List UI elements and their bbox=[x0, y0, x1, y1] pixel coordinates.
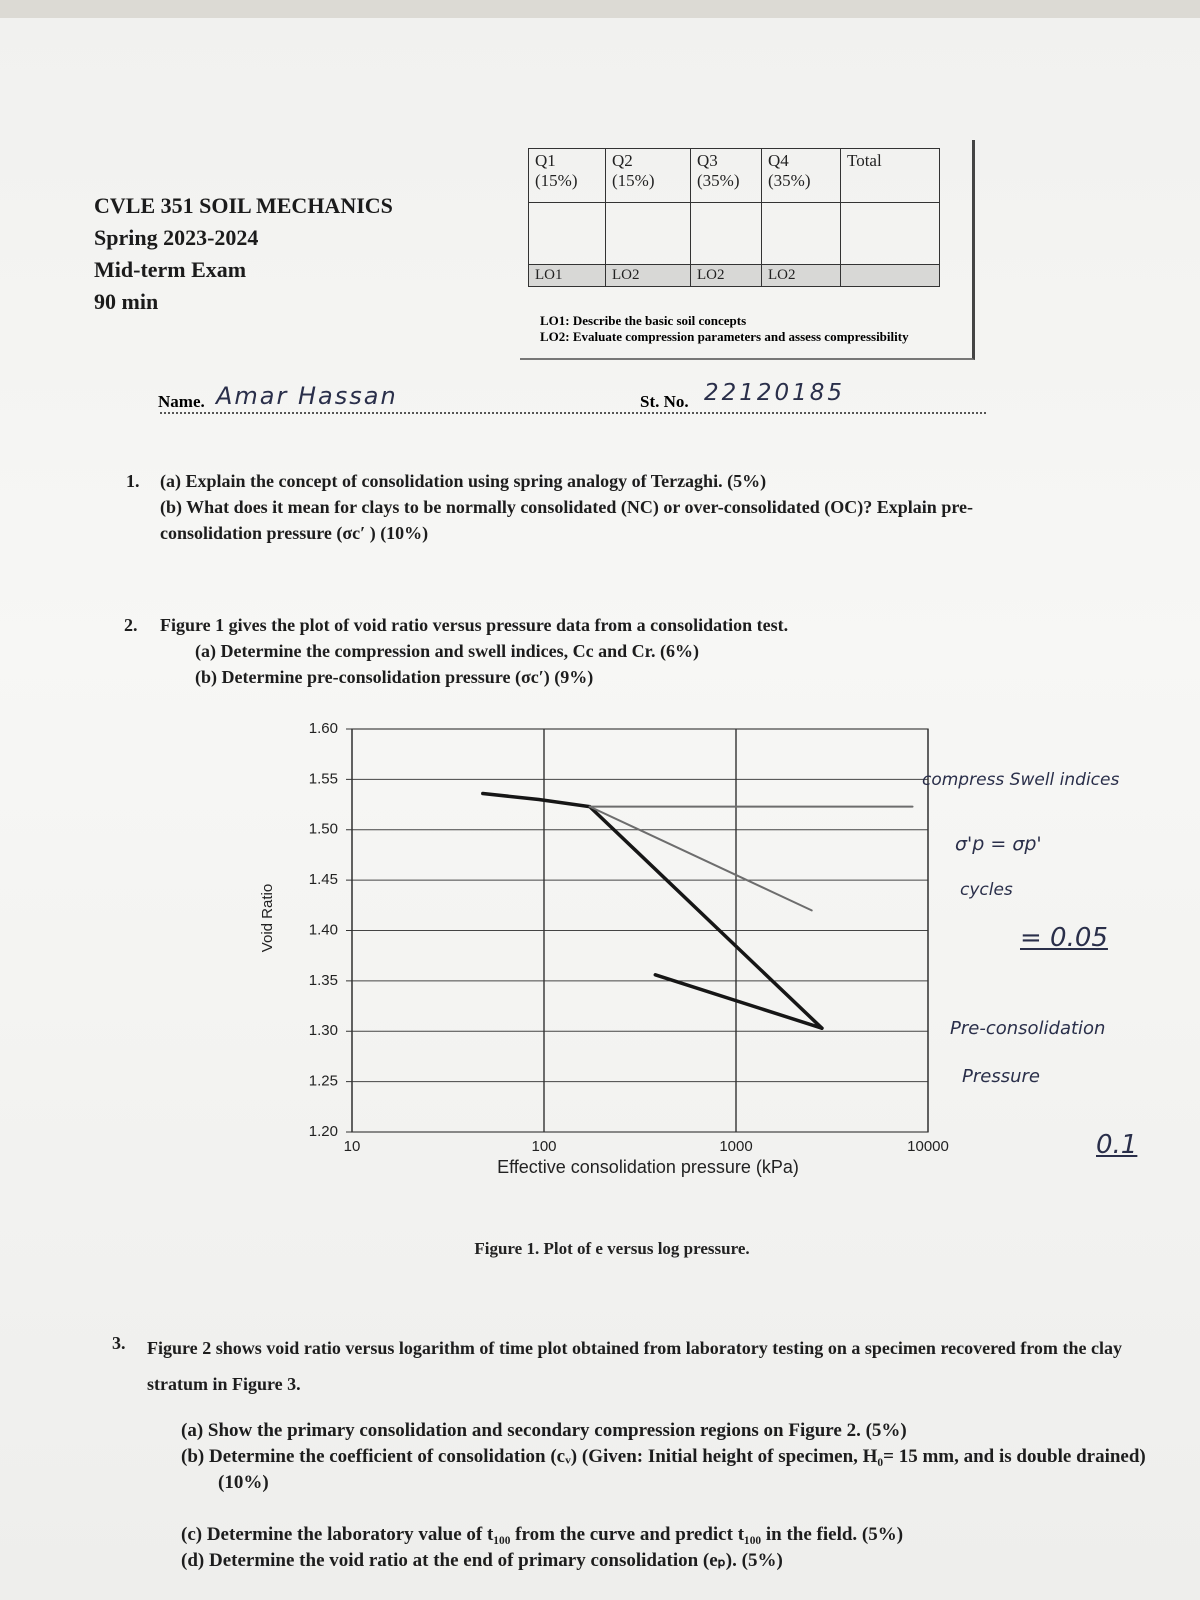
x-tick-label: 10000 bbox=[907, 1138, 949, 1155]
handwritten-note: = 0.05 bbox=[1020, 923, 1108, 953]
question-part: (b) What does it mean for clays to be no… bbox=[160, 497, 973, 543]
y-tick-label: 1.40 bbox=[309, 921, 338, 938]
figure-1: Void Ratio Effective consolidation press… bbox=[259, 720, 949, 1258]
semester: Spring 2023-2024 bbox=[94, 225, 259, 250]
question-number: 2. bbox=[124, 615, 138, 635]
question-part: (a) Show the primary consolidation and s… bbox=[181, 1420, 907, 1441]
q-label: Q1 bbox=[535, 151, 556, 170]
question-part: (a) Explain the concept of consolidation… bbox=[160, 471, 767, 491]
question-text: Figure 1 gives the plot of void ratio ve… bbox=[160, 615, 789, 635]
handwritten-note: cycles bbox=[960, 880, 1013, 900]
exam-paper: CVLE 351 SOIL MECHANICS Spring 2023-2024… bbox=[0, 18, 1200, 1600]
handwritten-note: Pressure bbox=[962, 1066, 1040, 1087]
y-tick-label: 1.50 bbox=[309, 821, 338, 838]
q-label: Q2 bbox=[612, 151, 633, 170]
y-tick-label: 1.55 bbox=[309, 770, 338, 787]
y-tick-label: 1.30 bbox=[309, 1022, 338, 1039]
lo-cell bbox=[840, 264, 940, 287]
handwritten-note: compress Swell indices bbox=[922, 770, 1120, 790]
student-name: Amar Hassan bbox=[216, 382, 398, 410]
q-weight: (15%) bbox=[612, 171, 655, 190]
x-tick-label: 100 bbox=[531, 1138, 556, 1155]
q-label: Q4 bbox=[768, 151, 789, 170]
marks-table: Q1 (15%) Q2 (15%) Q3 (35%) Q4 (35%) Total LO… bbox=[528, 148, 940, 287]
total-cell: Total bbox=[840, 148, 940, 203]
question-number: 1. bbox=[126, 471, 140, 491]
y-tick-label: 1.45 bbox=[309, 871, 338, 888]
y-tick-label: 1.25 bbox=[309, 1073, 338, 1090]
y-axis-label: Void Ratio bbox=[259, 884, 276, 952]
lo-cell: LO2 bbox=[761, 264, 841, 287]
outcome-text: LO2: Evaluate compression parameters and… bbox=[540, 329, 909, 344]
score-cell bbox=[690, 202, 762, 265]
handwritten-note: σ'p = σp' bbox=[955, 833, 1042, 855]
student-number: 22120185 bbox=[704, 380, 846, 406]
q-label: Q3 bbox=[697, 151, 718, 170]
outcome-text: LO1: Describe the basic soil concepts bbox=[540, 313, 747, 328]
question-part: (b) Determine pre-consolidation pressure… bbox=[195, 667, 594, 687]
q-weight: (35%) bbox=[697, 171, 740, 190]
score-cell bbox=[528, 202, 606, 265]
x-tick-label: 1000 bbox=[719, 1138, 752, 1155]
question-text: Figure 2 shows void ratio versus logarit… bbox=[147, 1338, 1122, 1394]
x-axis-label: Effective consolidation pressure (kPa) bbox=[497, 1157, 799, 1177]
exam-name: Mid-term Exam bbox=[94, 257, 247, 282]
handwritten-note: Pre-consolidation bbox=[950, 1018, 1106, 1039]
question-part: (d) Determine the void ratio at the end … bbox=[181, 1550, 783, 1571]
data-line bbox=[481, 791, 824, 1030]
data-line bbox=[588, 805, 813, 912]
data-line bbox=[653, 973, 824, 1030]
lo-cell: LO1 bbox=[528, 264, 606, 287]
name-label: Name. bbox=[158, 392, 205, 411]
y-tick-label: 1.35 bbox=[309, 972, 338, 989]
x-tick-label: 10 bbox=[344, 1138, 361, 1155]
y-tick-label: 1.60 bbox=[309, 720, 338, 737]
duration: 90 min bbox=[94, 289, 159, 314]
figure-caption: Figure 1. Plot of e versus log pressure. bbox=[474, 1239, 749, 1258]
course-title: CVLE 351 SOIL MECHANICS bbox=[94, 193, 393, 218]
question-part: (a) Determine the compression and swell … bbox=[195, 641, 699, 661]
question-part: (b) Determine the coefficient of consoli… bbox=[181, 1446, 1146, 1493]
question-part: (c) Determine the laboratory value of t₁… bbox=[181, 1524, 904, 1545]
y-tick-label: 1.20 bbox=[309, 1123, 338, 1140]
q-weight: (15%) bbox=[535, 171, 578, 190]
question-number: 3. bbox=[112, 1333, 126, 1353]
total-label: Total bbox=[847, 151, 882, 170]
number-label: St. No. bbox=[640, 392, 689, 412]
score-cell bbox=[605, 202, 691, 265]
score-cell bbox=[840, 202, 940, 265]
q-cell: Q4 (35%) bbox=[761, 148, 841, 203]
lo-cell: LO2 bbox=[605, 264, 691, 287]
q-weight: (35%) bbox=[768, 171, 811, 190]
q-cell: Q2 (15%) bbox=[605, 148, 691, 203]
marks-box bbox=[520, 140, 975, 360]
lo-cell: LO2 bbox=[690, 264, 762, 287]
handwritten-note: 0.1 bbox=[1096, 1130, 1138, 1160]
name-line bbox=[160, 394, 986, 414]
